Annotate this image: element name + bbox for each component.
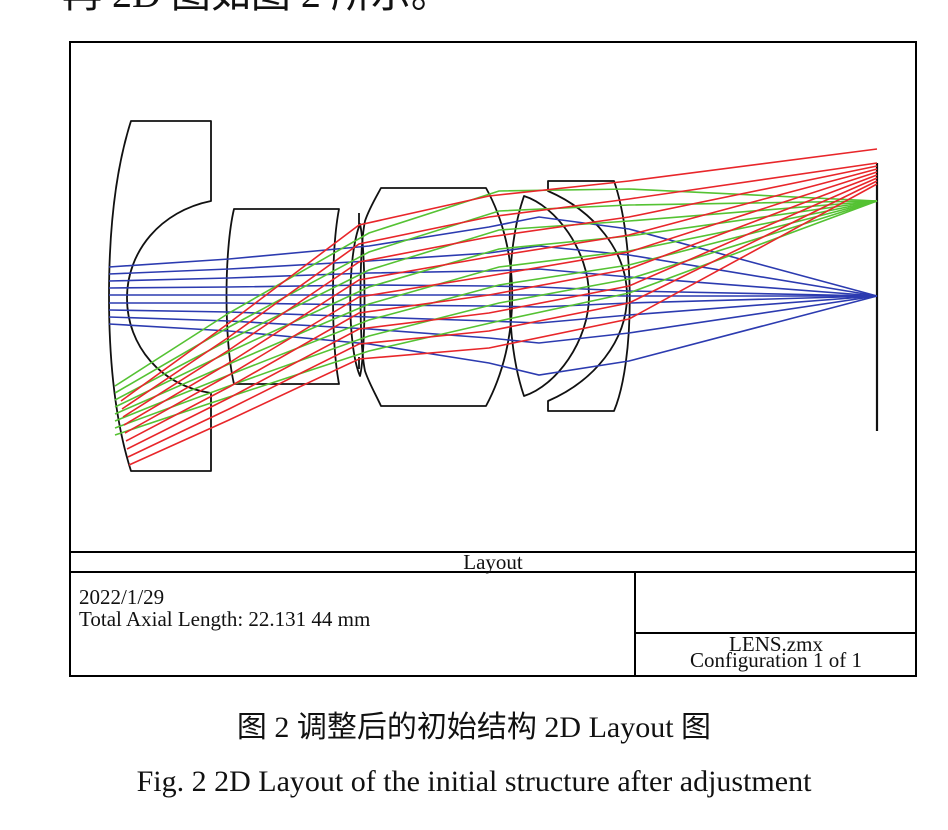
rays-field-1	[108, 216, 878, 376]
lens-element-5	[547, 180, 631, 412]
configuration-label: Configuration 1 of 1	[689, 648, 863, 672]
layout-date: 2022/1/29	[79, 585, 165, 609]
info-divider-horizontal	[634, 632, 917, 634]
figure-frame	[69, 41, 917, 677]
header-text: 再 2D 图如图 2 所示。	[62, 0, 451, 14]
lens-layout-diagram	[108, 120, 879, 472]
rays-field-3	[120, 148, 878, 466]
info-divider-vertical	[634, 573, 636, 677]
file-info: LENS.zmx Configuration 1 of 1	[636, 632, 916, 672]
layout-info: 2022/1/29 Total Axial Length: 22.131 44 …	[79, 586, 370, 630]
lens-element-4	[359, 187, 514, 407]
figure-caption-english: Fig. 2 2D Layout of the initial structur…	[136, 765, 812, 798]
lens-elements	[108, 120, 879, 472]
figure-caption-chinese: 图 2 调整后的初始结构 2D Layout 图	[236, 711, 712, 744]
lens-element-1	[108, 120, 212, 472]
total-axial-length: Total Axial Length: 22.131 44 mm	[79, 607, 371, 631]
layout-title-bar: Layout	[69, 551, 917, 573]
lens-element-2	[225, 208, 340, 385]
file-name: LENS.zmx	[729, 632, 823, 656]
